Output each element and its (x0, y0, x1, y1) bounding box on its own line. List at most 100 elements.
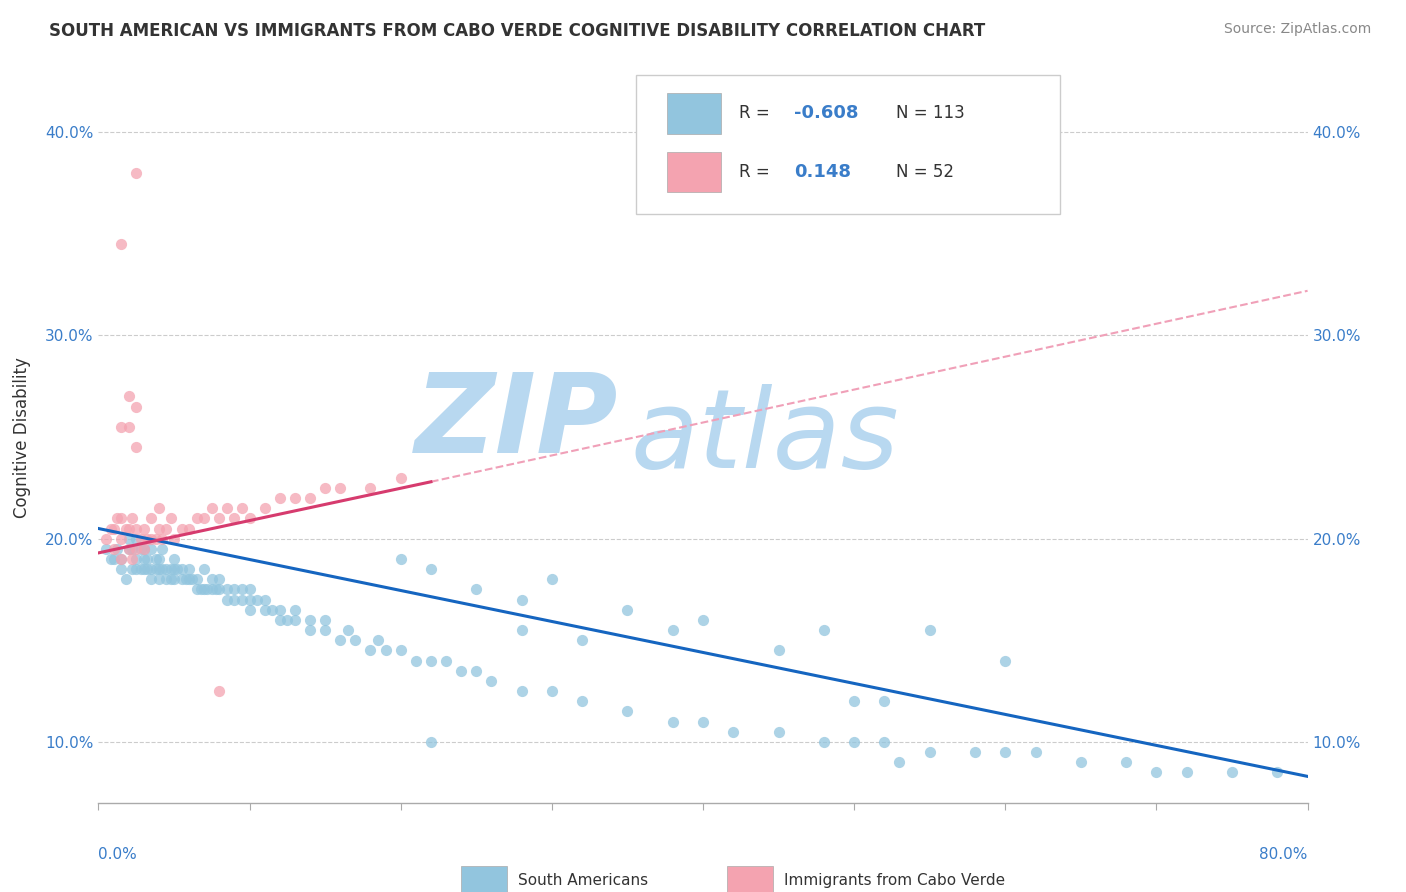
Point (179, 572, 201, 586)
Point (299, 623, 322, 637)
Point (141, 541, 163, 556)
Point (186, 511, 208, 525)
Text: ZIP: ZIP (415, 369, 619, 476)
Point (269, 491, 291, 505)
Point (110, 552, 132, 566)
Point (135, 562, 157, 576)
Text: -0.608: -0.608 (793, 104, 858, 122)
Point (246, 592, 269, 607)
Point (465, 582, 488, 597)
Text: R =: R = (740, 104, 775, 122)
Point (118, 541, 141, 556)
Point (114, 572, 136, 586)
Point (253, 603, 276, 617)
Point (121, 552, 143, 566)
Point (148, 552, 170, 566)
Point (100, 552, 122, 566)
Point (150, 532, 173, 546)
Point (239, 592, 262, 607)
Point (170, 572, 193, 586)
Point (813, 735, 835, 749)
Text: 0.148: 0.148 (793, 162, 851, 180)
Point (186, 572, 208, 586)
Point (208, 684, 231, 698)
Point (100, 521, 122, 535)
Point (692, 714, 714, 729)
Text: Immigrants from Cabo Verde: Immigrants from Cabo Verde (785, 873, 1005, 888)
Point (231, 592, 253, 607)
Point (269, 613, 291, 627)
Point (132, 541, 155, 556)
Text: R =: R = (740, 162, 775, 180)
Point (873, 735, 896, 749)
Point (132, 562, 155, 576)
Point (103, 552, 125, 566)
Point (215, 582, 238, 597)
Y-axis label: Cognitive Disability: Cognitive Disability (13, 357, 31, 517)
Point (510, 623, 533, 637)
Point (193, 511, 215, 525)
Point (1175, 765, 1198, 780)
Point (125, 400, 148, 414)
Point (135, 532, 157, 546)
Point (132, 541, 155, 556)
Point (208, 511, 231, 525)
Point (262, 603, 284, 617)
FancyBboxPatch shape (637, 75, 1060, 214)
Point (148, 572, 170, 586)
Text: 0.0%: 0.0% (98, 847, 138, 862)
FancyBboxPatch shape (461, 866, 508, 892)
Point (132, 521, 155, 535)
Point (692, 613, 714, 627)
Point (314, 481, 336, 495)
Point (450, 664, 472, 678)
Point (918, 745, 941, 759)
Point (208, 572, 231, 586)
Point (193, 582, 215, 597)
FancyBboxPatch shape (727, 866, 773, 892)
Point (170, 562, 193, 576)
Point (160, 572, 183, 586)
Point (110, 562, 132, 576)
Point (239, 511, 262, 525)
Point (125, 440, 148, 454)
Text: N = 52: N = 52 (897, 162, 955, 180)
Point (163, 572, 186, 586)
Point (110, 532, 132, 546)
Point (540, 572, 562, 586)
Point (269, 603, 291, 617)
Text: South Americans: South Americans (517, 873, 648, 888)
Point (125, 562, 148, 576)
Point (661, 623, 683, 637)
Point (129, 532, 152, 546)
Point (141, 511, 163, 525)
Point (224, 582, 246, 597)
Point (994, 745, 1017, 759)
Point (360, 643, 382, 657)
Text: N = 113: N = 113 (897, 104, 965, 122)
Point (844, 694, 866, 708)
Point (374, 643, 396, 657)
Point (163, 532, 186, 546)
Point (201, 501, 224, 516)
Point (155, 572, 177, 586)
Point (360, 481, 382, 495)
Point (215, 592, 238, 607)
Point (768, 724, 790, 739)
Point (1024, 745, 1046, 759)
Point (121, 541, 143, 556)
Point (125, 552, 148, 566)
Point (215, 501, 238, 516)
Point (344, 633, 367, 648)
Point (314, 623, 336, 637)
Text: atlas: atlas (630, 384, 898, 491)
Point (239, 582, 262, 597)
Point (510, 592, 533, 607)
Point (118, 420, 141, 434)
Point (481, 673, 503, 688)
Point (103, 521, 125, 535)
Text: Source: ZipAtlas.com: Source: ZipAtlas.com (1223, 22, 1371, 37)
Point (118, 389, 141, 403)
Point (844, 735, 866, 749)
Point (540, 684, 562, 698)
